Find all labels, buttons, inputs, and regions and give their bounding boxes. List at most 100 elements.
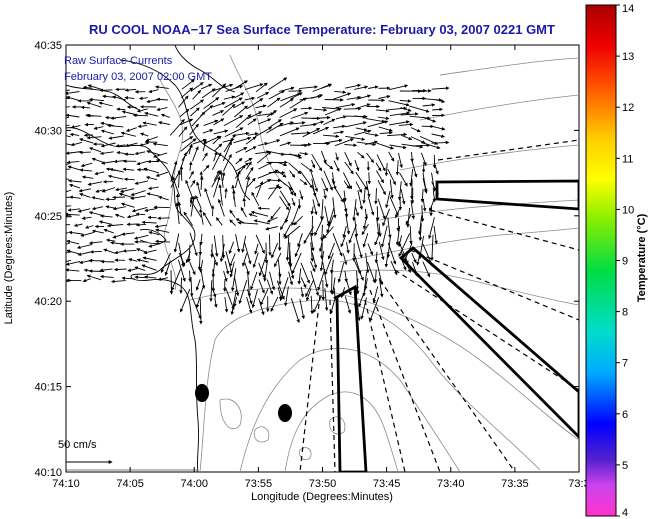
current-vector — [387, 217, 392, 239]
x-tick-label: 73:40 — [437, 478, 465, 490]
current-vector — [87, 181, 103, 186]
scale-label: 50 cm/s — [58, 439, 97, 451]
current-vector — [213, 235, 219, 257]
current-vector — [395, 208, 401, 219]
current-vector — [310, 270, 320, 297]
mooring-dot-2 — [278, 404, 292, 422]
current-vector — [66, 124, 70, 127]
current-vector — [200, 271, 206, 290]
current-vector — [388, 84, 409, 91]
current-vector — [212, 110, 225, 116]
current-vector — [235, 147, 248, 154]
current-vector — [327, 242, 335, 260]
current-vector — [212, 135, 222, 145]
current-vector — [116, 150, 126, 155]
current-vector — [214, 143, 223, 152]
current-vector — [234, 92, 245, 99]
current-vector — [365, 117, 386, 124]
current-vector — [317, 268, 326, 291]
current-vector — [137, 124, 148, 129]
current-vector — [109, 167, 124, 173]
current-vector — [411, 252, 417, 264]
current-vector — [267, 97, 281, 108]
current-vector — [66, 143, 72, 146]
current-vector — [241, 235, 247, 253]
current-vector — [148, 89, 159, 94]
current-vector — [346, 242, 350, 254]
current-vector — [235, 114, 252, 129]
current-vector — [344, 143, 358, 147]
current-vector — [93, 126, 104, 130]
current-vector — [313, 295, 323, 314]
current-vector — [395, 225, 401, 246]
current-vector — [364, 140, 378, 146]
current-vector — [221, 234, 226, 259]
current-vector — [178, 126, 188, 137]
current-vector — [310, 94, 324, 99]
current-vector — [323, 188, 327, 200]
current-vector — [384, 251, 389, 268]
current-vector — [289, 153, 303, 159]
current-vector — [342, 172, 353, 190]
current-vector — [375, 162, 382, 172]
current-vector — [189, 262, 196, 276]
current-vector — [399, 99, 412, 103]
current-vector — [219, 243, 225, 263]
current-vector — [279, 108, 298, 119]
current-vector — [258, 279, 265, 294]
current-vector — [256, 91, 270, 99]
current-vector — [310, 295, 314, 315]
current-vector — [255, 104, 267, 109]
current-vector — [376, 142, 394, 150]
current-vector — [191, 295, 202, 320]
current-vector — [332, 233, 343, 257]
current-vector — [311, 153, 323, 172]
current-vector — [377, 179, 386, 196]
current-vector — [164, 261, 171, 276]
current-vector — [125, 127, 137, 132]
current-vector — [69, 132, 80, 137]
current-vector — [431, 140, 450, 145]
current-vector — [314, 216, 325, 236]
current-vector — [284, 286, 289, 307]
current-vector — [284, 225, 301, 239]
current-vector — [230, 268, 237, 292]
current-vector — [146, 150, 160, 156]
current-vector — [297, 233, 303, 248]
current-vector — [144, 275, 157, 279]
current-vector — [357, 190, 364, 210]
current-vector — [431, 172, 436, 192]
current-vector — [120, 131, 137, 137]
current-vector — [378, 126, 393, 132]
current-vector — [235, 218, 245, 224]
current-vector — [237, 221, 259, 225]
current-vector — [244, 176, 251, 198]
current-vector — [320, 242, 324, 260]
current-vector — [66, 113, 80, 118]
current-vector — [102, 94, 114, 99]
current-vector — [94, 171, 105, 176]
current-vector — [185, 179, 194, 199]
current-vector — [181, 136, 194, 144]
current-vector — [278, 271, 282, 286]
current-vector — [108, 135, 124, 140]
current-vector — [219, 170, 224, 188]
current-vector — [323, 170, 333, 191]
current-vector — [352, 199, 357, 222]
current-vector — [257, 169, 279, 179]
current-vector — [267, 184, 280, 200]
current-vector — [202, 211, 212, 227]
current-vector — [368, 85, 379, 89]
current-vector — [201, 88, 216, 99]
current-vector — [310, 120, 325, 126]
colorbar-tick-label: 5 — [622, 460, 628, 472]
current-vector — [290, 298, 300, 324]
current-vector — [179, 277, 183, 294]
current-vector — [79, 138, 94, 144]
current-vector — [224, 188, 228, 199]
current-vector — [323, 161, 334, 170]
current-vector — [70, 125, 81, 129]
current-vector — [342, 253, 348, 266]
current-vector — [84, 122, 94, 127]
current-vector — [279, 153, 302, 158]
